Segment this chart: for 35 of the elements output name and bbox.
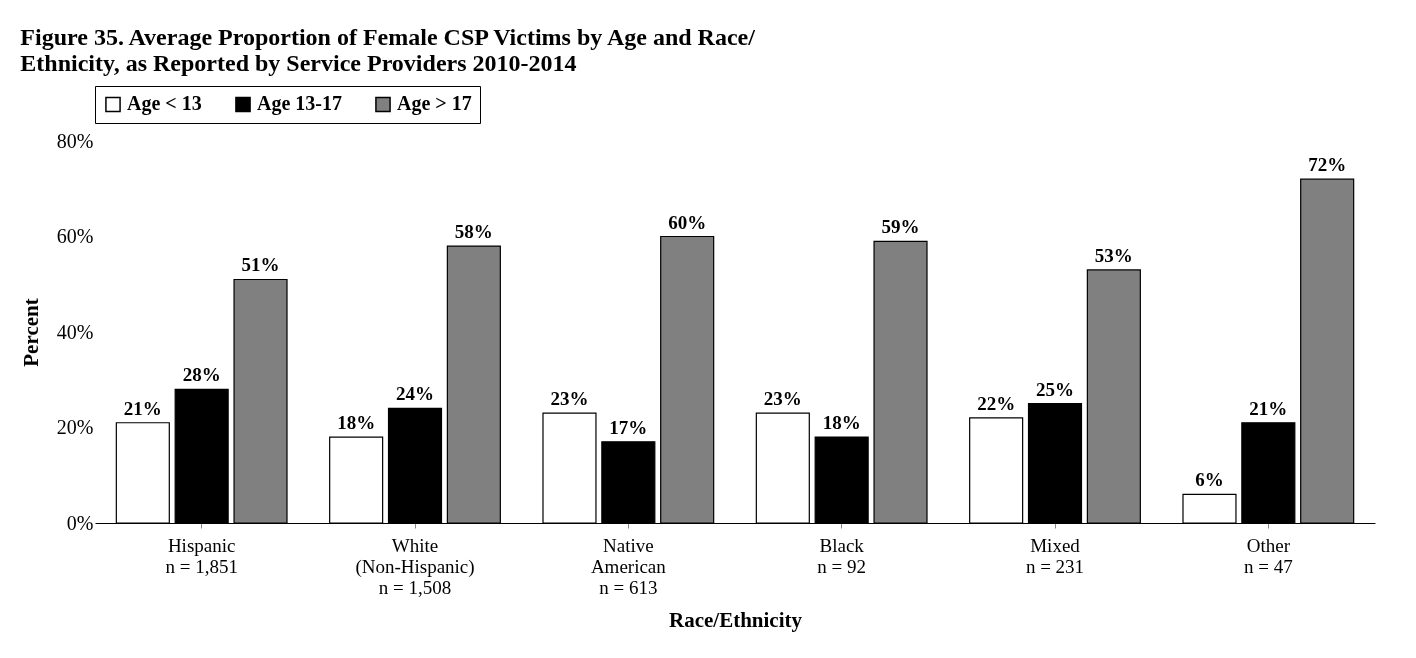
x-tick-label: White (Non-Hispanic) n = 1,508 — [355, 534, 475, 598]
y-tick-label: 0% — [66, 511, 94, 534]
data-label: 51% — [241, 254, 280, 276]
data-label: 23% — [550, 388, 589, 410]
data-label: 6% — [1195, 469, 1224, 491]
data-label: 59% — [881, 216, 920, 238]
x-tick-label: Other n = 47 — [1243, 534, 1293, 577]
legend-label: Age 13-17 — [257, 92, 342, 116]
y-tick-label: 80% — [56, 129, 94, 152]
y-tick-label: 60% — [56, 225, 94, 247]
legend-label: Age > 17 — [397, 92, 472, 116]
y-tick-label: 20% — [56, 416, 94, 438]
data-label: 58% — [454, 221, 493, 243]
x-tick-label: Black n = 92 — [817, 534, 867, 577]
data-label: 72% — [1308, 154, 1347, 176]
data-label: 53% — [1094, 244, 1133, 266]
x-tick-label: Native American n = 613 — [590, 534, 667, 598]
data-label: 22% — [977, 392, 1016, 414]
data-label: 17% — [609, 416, 648, 438]
x-tick-label: Hispanic n = 1,851 — [165, 534, 238, 577]
data-label: 21% — [123, 397, 162, 419]
data-label: 25% — [1036, 378, 1074, 400]
y-axis-title: Percent — [18, 298, 43, 367]
data-label: 23% — [763, 388, 802, 410]
data-label: 24% — [396, 383, 434, 405]
legend-label: Age < 13 — [127, 92, 202, 116]
y-tick-label: 40% — [56, 320, 94, 343]
chart-title: Figure 35. Average Proportion of Female CSP Victims by Age and Race/ Ethnicity, as Reported by Service Providers 2010-2014 — [20, 23, 756, 76]
data-label: 21% — [1249, 397, 1288, 419]
data-label: 18% — [337, 412, 376, 434]
data-label: 60% — [668, 211, 707, 233]
x-axis-title: Race/Ethnicity — [669, 607, 803, 632]
x-tick-label: Mixed n = 231 — [1025, 534, 1085, 577]
data-label: 28% — [182, 364, 221, 386]
data-label: 18% — [822, 412, 861, 434]
